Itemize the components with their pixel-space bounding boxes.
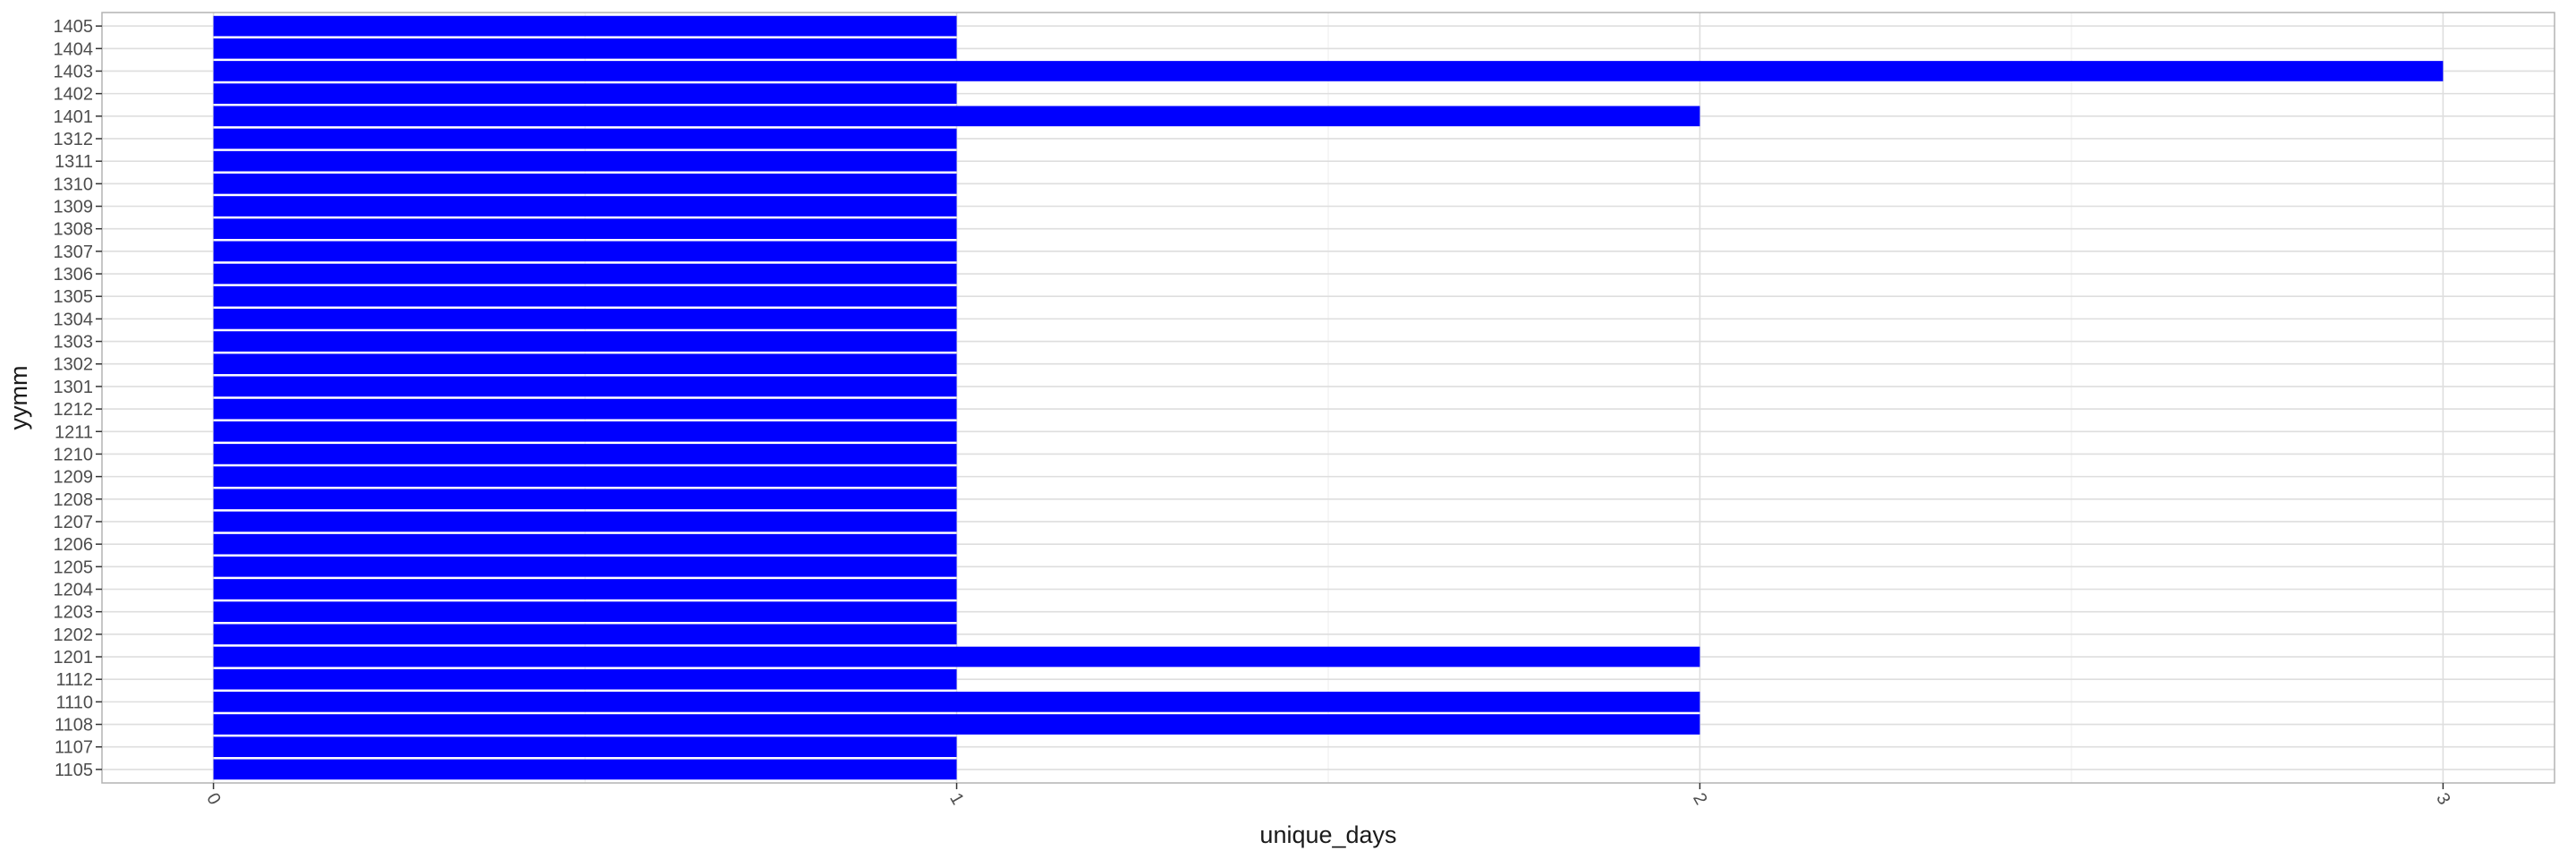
y-tick-label-1210: 1210: [54, 445, 94, 464]
bar-1403: [213, 61, 2444, 81]
y-tick-label-1301: 1301: [54, 378, 94, 397]
y-tick-label-1108: 1108: [55, 716, 93, 736]
bar-1202: [213, 624, 957, 645]
bar-1212: [213, 398, 957, 420]
bar-1206: [213, 533, 957, 555]
y-tick-label-1112: 1112: [55, 670, 93, 690]
y-tick-label-1308: 1308: [54, 220, 94, 240]
y-tick-label-1207: 1207: [54, 513, 94, 532]
bar-1305: [213, 285, 957, 307]
bar-1203: [213, 601, 957, 622]
y-tick-label-1110: 1110: [55, 693, 93, 712]
bar-1205: [213, 556, 957, 577]
y-tick-label-1201: 1201: [54, 648, 94, 668]
y-tick-label-1305: 1305: [54, 287, 94, 307]
y-tick-label-1310: 1310: [54, 174, 94, 194]
y-tick-label-1404: 1404: [54, 39, 94, 59]
bar-1208: [213, 489, 957, 510]
y-tick-label-1202: 1202: [54, 625, 94, 645]
y-tick-label-1306: 1306: [54, 265, 94, 285]
bar-1112: [213, 668, 957, 690]
y-tick-label-1212: 1212: [54, 400, 94, 420]
y-tick-label-1402: 1402: [54, 85, 94, 105]
bar-1209: [213, 466, 957, 487]
panel-border: [101, 12, 2555, 784]
bar-1207: [213, 511, 957, 532]
bar-1306: [213, 263, 957, 285]
bar-1105: [213, 759, 957, 780]
y-tick-label-1205: 1205: [54, 557, 94, 577]
bar-1107: [213, 736, 957, 758]
y-tick-label-1302: 1302: [54, 355, 94, 375]
bar-1303: [213, 331, 957, 352]
y-tick-label-1312: 1312: [54, 130, 94, 149]
bar-1311: [213, 150, 957, 172]
bar-1404: [213, 38, 957, 59]
y-tick-label-1206: 1206: [54, 535, 94, 555]
x-axis-title: unique_days: [1259, 821, 1396, 848]
bar-1402: [213, 83, 957, 104]
y-tick-label-1405: 1405: [54, 17, 94, 37]
bar-1307: [213, 241, 957, 262]
bar-1401: [213, 106, 1700, 127]
bar-1301: [213, 376, 957, 397]
bar-1309: [213, 196, 957, 217]
y-tick-label-1309: 1309: [54, 198, 94, 217]
bar-1210: [213, 444, 957, 464]
bar-1310: [213, 174, 957, 194]
y-tick-label-1403: 1403: [54, 62, 94, 81]
bar-1304: [213, 309, 957, 329]
y-tick-label-1304: 1304: [54, 310, 94, 329]
bar-1312: [213, 128, 957, 149]
y-tick-label-1211: 1211: [55, 422, 93, 442]
y-tick-label-1105: 1105: [55, 761, 93, 780]
bar-1302: [213, 353, 957, 375]
y-tick-label-1208: 1208: [54, 490, 94, 510]
y-tick-label-1311: 1311: [55, 152, 93, 172]
y-tick-label-1107: 1107: [55, 738, 93, 758]
bar-1110: [213, 692, 1700, 712]
bar-1204: [213, 579, 957, 600]
bars: [213, 15, 2444, 780]
bar-1405: [213, 15, 957, 37]
y-tick-label-1204: 1204: [54, 580, 94, 600]
y-tick-label-1303: 1303: [54, 333, 94, 353]
y-tick-label-1307: 1307: [54, 242, 94, 262]
bar-1201: [213, 646, 1700, 668]
bar-1211: [213, 421, 957, 442]
bar-1108: [213, 714, 1700, 735]
y-tick-label-1203: 1203: [54, 603, 94, 623]
bar-1308: [213, 218, 957, 240]
y-tick-label-1401: 1401: [54, 107, 94, 127]
y-tick-label-1209: 1209: [54, 468, 94, 488]
y-axis-title: yymm: [5, 366, 32, 430]
